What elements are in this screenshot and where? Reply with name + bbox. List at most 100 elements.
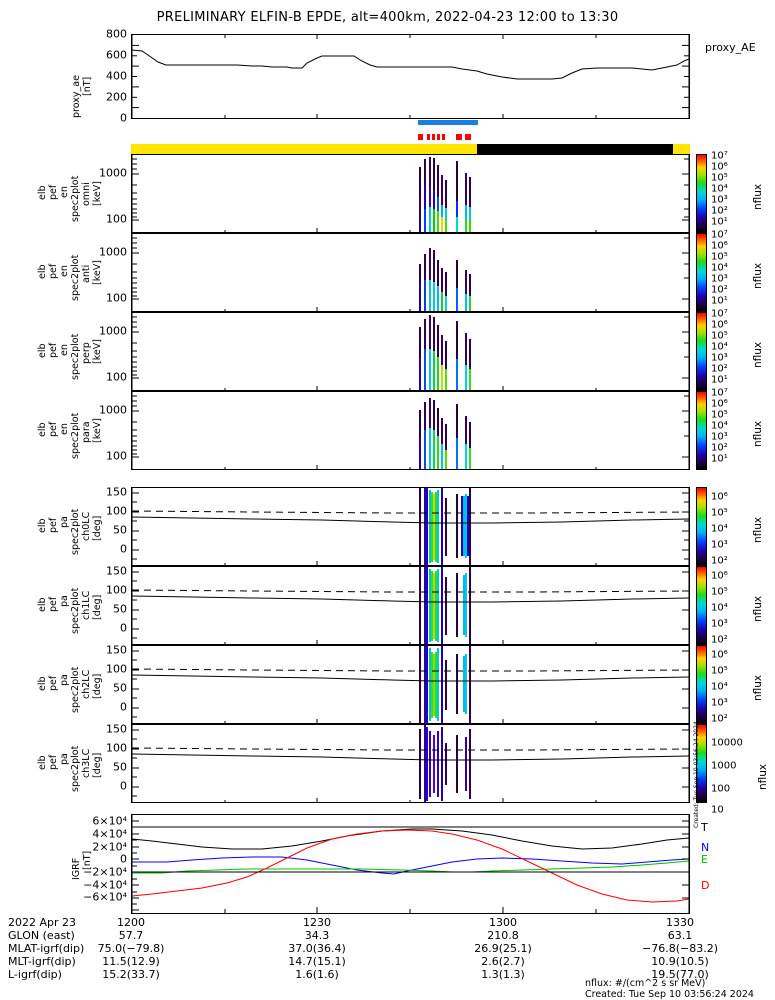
cbtick-omni-2: 10² [711, 205, 728, 217]
bottom-cell-4-0: 15.2(33.7) [102, 968, 160, 981]
bottom-cell-2-2: 26.9(25.1) [474, 942, 532, 955]
status-bar-yellow-tail [673, 144, 690, 154]
ylabel-para-2: en [59, 423, 70, 435]
ylabel-ch3lc-1: pef [48, 754, 59, 770]
igrf-legend-d: D [701, 879, 710, 892]
ytick-proxy-ae-0: 0 [120, 111, 127, 125]
ylabel-ch0lc-1: pef [48, 517, 59, 533]
cbtitle-ch0lc: nflux [752, 516, 764, 543]
bottom-cell-0-3: 1330 [666, 916, 694, 929]
ylabel-ch2lc-2: pa [59, 674, 70, 686]
bottom-cell-2-0: 75.0(−79.8) [97, 942, 165, 955]
proxy-ae-trace [132, 35, 689, 118]
ylabel-ch3lc-4: ch3LC [81, 748, 92, 778]
ytick-ch1lc-0: 0 [120, 621, 127, 635]
bottom-cell-4-3: 19.5(77.0) [651, 968, 709, 981]
ytick-igrf-m2: −2×10⁴ [83, 865, 127, 879]
cbtick-anti-1: 10¹ [711, 295, 728, 307]
cbtick-anti-6: 10⁶ [711, 240, 728, 252]
anti-spectrogram [132, 234, 689, 311]
ylabel-omni-2: en [59, 186, 70, 198]
ylabel-proxy-ae-0: proxy_ae [71, 75, 82, 118]
igrf-legend-e: E [701, 853, 708, 866]
cbtick-omni-6: 10⁶ [711, 161, 728, 173]
ylabel-anti-5: [keV] [92, 260, 103, 285]
cbtitle-perp: nflux [752, 341, 764, 368]
status-bar-black [477, 144, 673, 154]
colorbar-ch0lc [696, 487, 707, 566]
colorbar-anti [696, 233, 707, 312]
panel-perp [131, 312, 690, 391]
cbtick-para-1: 10¹ [711, 453, 728, 465]
panel-para [131, 391, 690, 470]
omni-spectrogram [132, 155, 689, 232]
ytick-anti-1000: 1000 [99, 245, 127, 259]
bottom-cell-4-1: 1.6(1.6) [295, 968, 339, 981]
ylabel-para-3: spec2plot [70, 412, 81, 459]
event-blue-bar [418, 120, 478, 125]
cbtick-omni-1: 10¹ [711, 216, 728, 228]
cbtick-anti-3: 10³ [711, 273, 728, 285]
ytick-igrf-p2: 2×10⁴ [92, 840, 127, 854]
cbtick-para-7: 10⁷ [711, 387, 728, 399]
ytick-igrf-m4: −4×10⁴ [83, 878, 127, 892]
ytick-perp-1000: 1000 [99, 324, 127, 338]
cbtick-perp-5: 10⁵ [711, 330, 728, 342]
bottom-row-label-1: GLON (east) [8, 929, 75, 942]
ytick-anti-100: 100 [106, 291, 127, 305]
page-title: PRELIMINARY ELFIN-B EPDE, alt=400km, 202… [156, 10, 619, 25]
ytick-perp-100: 100 [106, 370, 127, 384]
cbtick-anti-7: 10⁷ [711, 229, 728, 241]
cbtick-omni-7: 10⁷ [711, 150, 728, 162]
ylabel-ch2lc-3: spec2plot [70, 666, 81, 713]
ytick-ch2lc-150: 150 [106, 643, 127, 657]
ylabel-ch1lc-0: elb [37, 597, 48, 612]
ytick-igrf-0: 0 [120, 852, 127, 866]
ytick-ch3lc-150: 150 [106, 722, 127, 736]
cbtick-perp-2: 10² [711, 363, 728, 375]
ytick-proxy-ae-400: 400 [106, 69, 127, 83]
cbtick-para-2: 10² [711, 442, 728, 454]
legend-proxy-ae: proxy_AE [705, 41, 756, 54]
ytick-ch2lc-50: 50 [113, 681, 127, 695]
ylabel-omni-1: pef [48, 184, 59, 200]
ytick-proxy-ae-800: 800 [106, 27, 127, 41]
ylabel-ch3lc-3: spec2plot [70, 745, 81, 792]
ytick-ch3lc-50: 50 [113, 760, 127, 774]
ytick-ch0lc-100: 100 [106, 504, 127, 518]
bottom-cell-1-0: 57.7 [118, 929, 144, 942]
status-bar [131, 144, 690, 154]
cbtick-ch0lc-3: 10³ [711, 539, 728, 551]
colorbar-ch1lc [696, 566, 707, 645]
cbtick-omni-4: 10⁴ [711, 183, 728, 195]
bottom-cell-3-0: 11.5(12.9) [102, 955, 160, 968]
colorbar-ch2lc [696, 645, 707, 724]
cbtitle-omni: nflux [752, 183, 764, 210]
footer-nflux-units: nflux: #/(cm^2 s sr MeV) [585, 978, 706, 989]
ylabel-perp-2: en [59, 344, 70, 356]
status-bar-yellow [131, 144, 477, 154]
cbtick-ch2lc-2: 10² [711, 713, 728, 725]
ylabel-perp-3: spec2plot [70, 333, 81, 380]
ylabel-ch1lc-2: pa [59, 595, 70, 607]
bottom-row-label-3: MLT-igrf(dip) [8, 955, 76, 968]
cbtick-ch2lc-4: 10⁴ [711, 681, 728, 693]
panel-omni [131, 154, 690, 233]
ylabel-para-1: pef [48, 421, 59, 437]
ylabel-ch3lc-2: pa [59, 753, 70, 765]
cbtick-ch1lc-6: 10⁶ [711, 570, 728, 582]
ylabel-ch2lc-0: elb [37, 676, 48, 691]
cbtick-perp-3: 10³ [711, 352, 728, 364]
bottom-row-label-2: MLAT-igrf(dip) [8, 942, 85, 955]
cbtitle-ch2lc: nflux [752, 674, 764, 701]
bottom-cell-0-2: 1300 [489, 916, 517, 929]
bottom-row-label-4: L-igrf(dip) [8, 968, 62, 981]
ylabel-ch1lc-3: spec2plot [70, 587, 81, 634]
ylabel-para-0: elb [37, 422, 48, 437]
cbtick-ch1lc-3: 10³ [711, 618, 728, 630]
cbtick-anti-2: 10² [711, 284, 728, 296]
cbtick-ch2lc-3: 10³ [711, 697, 728, 709]
colorbar-omni [696, 154, 707, 233]
ylabel-ch0lc-3: spec2plot [70, 508, 81, 555]
